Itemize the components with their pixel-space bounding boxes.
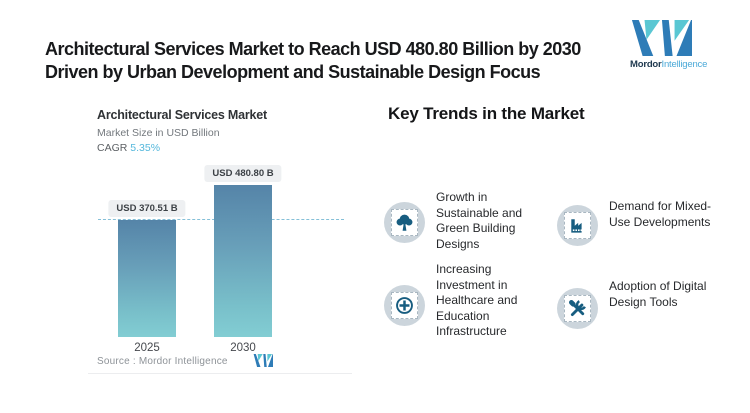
axis-label-2025: 2025 [134, 342, 160, 354]
bar-2030 [214, 185, 272, 337]
source-row: Source : Mordor Intelligence [97, 354, 344, 370]
divider-line [88, 373, 352, 374]
trends-heading: Key Trends in the Market [388, 104, 585, 123]
bar-value-label-2030: USD 480.80 B [204, 165, 282, 182]
medical-cross-glyph [396, 297, 413, 314]
chart-subtitle: Market Size in USD Billion [97, 127, 220, 139]
medical-cross-icon [384, 285, 425, 326]
brand-name: MordorIntelligence [630, 59, 710, 70]
page-title-line2: Driven by Urban Development and Sustaina… [45, 62, 541, 83]
page-title: Architectural Services Market to Reach U… [45, 38, 605, 84]
trend-text-healthcare-education: Increasing Investment in Healthcare and … [436, 262, 518, 338]
factory-glyph [571, 219, 583, 233]
source-text: Source : Mordor Intelligence [97, 356, 228, 367]
trend-text-sustainable-design: Growth in Sustainable and Green Building… [436, 190, 523, 251]
market-chart-card: Architectural Services Market Market Siz… [88, 100, 352, 378]
cagr-value: 5.35% [130, 142, 161, 154]
tree-icon [384, 202, 425, 243]
chart-cagr: CAGR 5.35% [97, 142, 160, 154]
factory-icon [557, 205, 598, 246]
mordor-logo-icon [631, 20, 692, 56]
bar-value-label-2025: USD 370.51 B [108, 200, 186, 217]
axis-label-2030: 2030 [230, 342, 256, 354]
chart-title: Architectural Services Market [97, 108, 267, 122]
bar-plot: USD 370.51 B 2025 USD 480.80 B 2030 [88, 100, 352, 378]
tree-icon-frame [391, 209, 418, 236]
mordor-logo-mini-icon [253, 354, 273, 367]
medical-cross-icon-frame [391, 292, 418, 319]
crossed-tools-icon-frame [564, 295, 591, 322]
brand-name-light: Intelligence [661, 59, 708, 70]
trend-text-digital-tools: Adoption of Digital Design Tools [609, 279, 707, 309]
factory-icon-frame [564, 212, 591, 239]
brand-logo: MordorIntelligence [630, 20, 710, 70]
page-title-line1: Architectural Services Market to Reach U… [45, 39, 581, 60]
tree-glyph [396, 214, 413, 231]
crossed-tools-icon [557, 288, 598, 329]
crossed-tools-glyph [569, 300, 586, 317]
bar-2025 [118, 220, 176, 337]
brand-name-bold: Mordor [630, 59, 662, 70]
trend-text-mixed-use: Demand for Mixed-Use Developments [609, 199, 712, 229]
cagr-label: CAGR [97, 142, 128, 154]
